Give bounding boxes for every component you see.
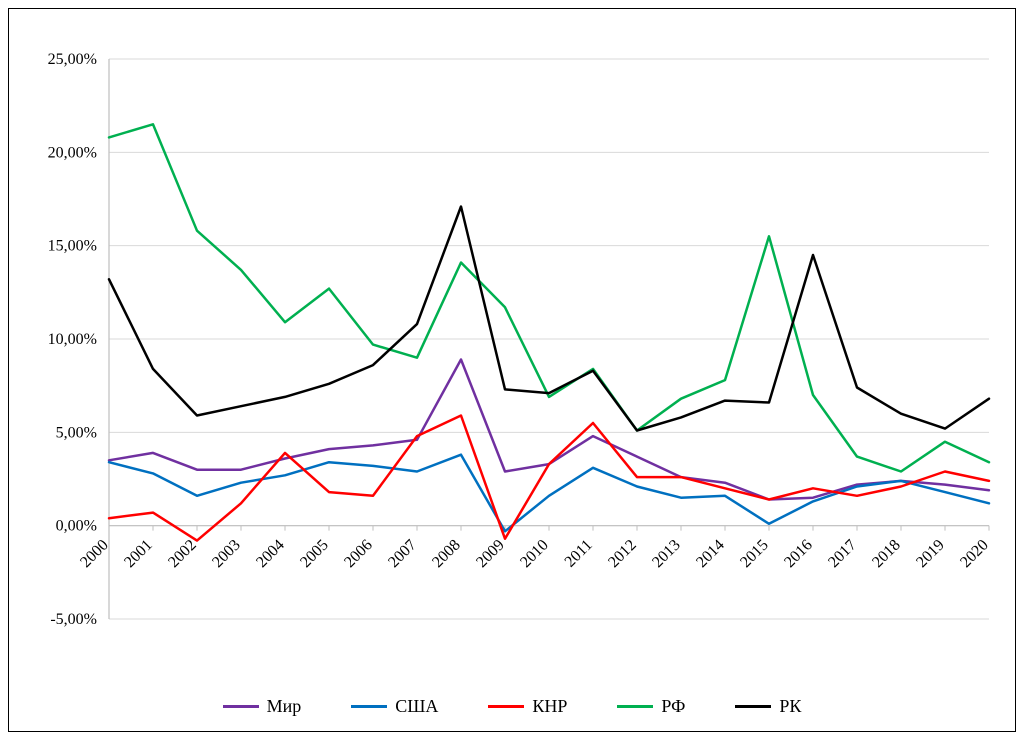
x-tick-label: 2019 [913,536,948,571]
x-tick-label: 2011 [562,536,596,570]
x-tick-label: 2000 [77,536,112,571]
y-tick-label: 20,00% [48,144,97,161]
x-tick-label: 2016 [781,536,816,571]
x-tick-label: 2014 [693,536,728,571]
legend-item: РК [735,696,801,717]
y-tick-label: 15,00% [48,238,97,255]
x-tick-label: 2020 [957,536,992,571]
legend-item: КНР [488,696,567,717]
legend: Мир США КНР РФ РК [9,696,1015,717]
x-tick-label: 2003 [209,536,244,571]
x-tick-label: 2010 [517,536,552,571]
series-РФ [109,124,989,471]
series-Мир [109,360,989,500]
x-tick-label: 2001 [121,536,156,571]
x-tick-label: 2007 [385,536,420,571]
y-tick-label: 25,00% [48,51,97,68]
series-КНР [109,416,989,541]
legend-label: РК [779,696,801,717]
legend-label: РФ [661,696,685,717]
legend-label: КНР [532,696,567,717]
y-tick-label: 5,00% [56,424,97,441]
legend-swatch [351,705,387,708]
line-chart: -5,00% 0,00% 5,00% 10,00% 15,00% 20,00% 25,00%… [9,9,1015,731]
legend-swatch [735,705,771,708]
legend-swatch [223,705,259,708]
x-tick-label: 2018 [869,536,904,571]
legend-swatch [617,705,653,708]
x-tick-label: 2002 [165,536,200,571]
legend-label: Мир [267,696,302,717]
y-tick-label: 10,00% [48,331,97,348]
x-tick-label: 2006 [341,536,376,571]
x-tick-label: 2017 [825,536,860,571]
legend-item: Мир [223,696,302,717]
y-tick-label: -5,00% [50,611,97,628]
x-tick-label: 2008 [429,536,464,571]
x-tick-label: 2004 [253,536,288,571]
x-tick-label: 2005 [297,536,332,571]
x-tick-label: 2013 [649,536,684,571]
legend-item: США [351,696,438,717]
x-tick-label: 2009 [473,536,508,571]
x-tick-label: 2015 [737,536,772,571]
legend-swatch [488,705,524,708]
x-tick-label: 2012 [605,536,640,571]
chart-frame: -5,00% 0,00% 5,00% 10,00% 15,00% 20,00% 25,00%… [8,8,1016,732]
legend-item: РФ [617,696,685,717]
y-tick-label: 0,00% [56,518,97,535]
legend-label: США [395,696,438,717]
